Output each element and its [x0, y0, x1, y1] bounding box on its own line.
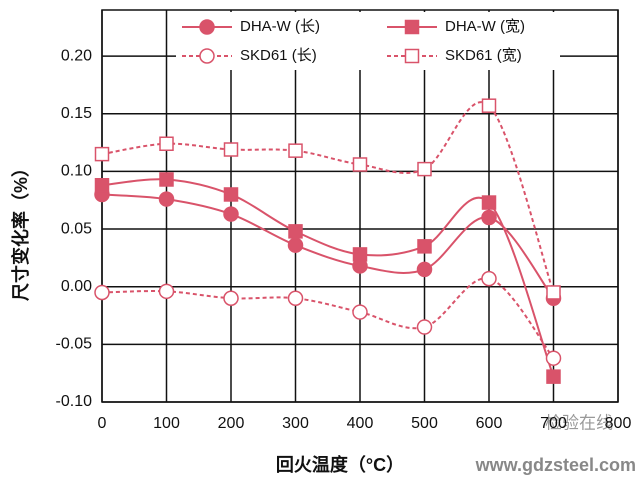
legend-label: SKD61 (长): [240, 47, 317, 64]
x-tick-label: 300: [282, 415, 309, 432]
legend-marker: [199, 48, 215, 64]
y-tick-label: 0.15: [61, 105, 92, 122]
y-tick-label: -0.10: [56, 393, 93, 410]
legend-marker: [404, 19, 420, 35]
marker: [94, 177, 110, 193]
x-tick-label: 100: [153, 415, 180, 432]
y-axis-title: 尺寸变化率（%）: [10, 159, 31, 301]
x-tick-label: 800: [605, 415, 632, 432]
marker: [159, 136, 174, 151]
legend-label: SKD61 (宽): [445, 47, 522, 64]
y-tick-label: 0.00: [61, 278, 92, 295]
marker: [288, 224, 303, 239]
marker: [223, 142, 239, 157]
marker: [545, 350, 562, 366]
x-tick-label: 500: [411, 415, 438, 432]
marker: [546, 285, 561, 300]
marker: [223, 290, 239, 306]
x-tick-label: 600: [476, 415, 503, 432]
x-tick-label: 400: [347, 415, 374, 432]
marker: [287, 237, 304, 253]
marker: [417, 239, 432, 254]
y-tick-label: 0.05: [61, 220, 92, 237]
marker: [481, 98, 497, 113]
watermark: 检验在线: [545, 413, 613, 432]
marker: [288, 143, 303, 158]
marker: [223, 206, 239, 222]
marker: [287, 290, 304, 306]
marker: [223, 187, 239, 202]
marker: [416, 319, 433, 335]
y-tick-label: 0.10: [61, 163, 92, 180]
marker: [158, 191, 175, 207]
marker: [94, 146, 110, 162]
marker: [352, 304, 368, 320]
marker: [352, 157, 368, 172]
x-tick-label: 700: [540, 415, 567, 432]
marker: [159, 172, 174, 187]
marker: [481, 270, 497, 287]
x-tick-label: 200: [218, 415, 245, 432]
watermark: www.gdzsteel.com: [475, 455, 636, 475]
legend-marker: [404, 48, 420, 64]
legend-label: DHA-W (长): [240, 18, 320, 35]
marker: [416, 261, 433, 278]
marker: [417, 161, 432, 177]
legend: [176, 12, 560, 70]
legend-marker: [199, 19, 215, 35]
x-tick-label: 0: [98, 415, 107, 432]
marker: [352, 247, 368, 262]
marker: [94, 284, 110, 301]
marker: [546, 369, 561, 384]
marker: [481, 195, 497, 210]
legend-label: DHA-W (宽): [445, 18, 525, 35]
marker: [481, 209, 497, 226]
marker: [158, 283, 175, 300]
x-axis-title: 回火温度（°C）: [276, 454, 404, 475]
y-tick-label: -0.05: [56, 336, 93, 353]
y-tick-label: 0.20: [61, 47, 92, 64]
